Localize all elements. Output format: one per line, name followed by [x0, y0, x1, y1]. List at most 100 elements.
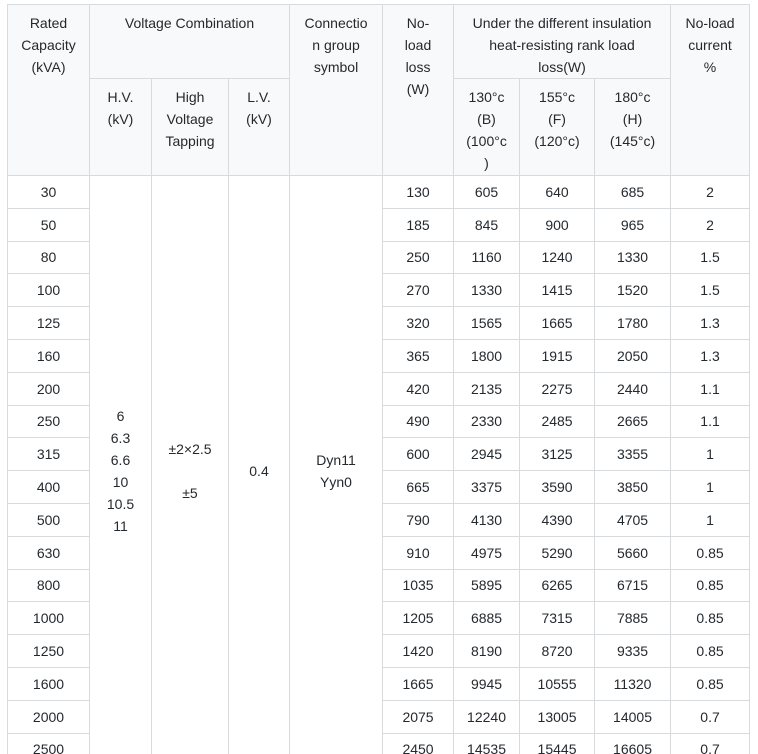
no-load-loss-cell: 790	[382, 502, 455, 537]
no-load-loss-cell: 2450	[382, 732, 455, 754]
no-load-loss-cell: 420	[382, 371, 455, 406]
table-row: 1250 1420 8190 8720 9335 0.85	[7, 634, 751, 668]
capacity-cell: 100	[7, 273, 90, 308]
header-rated-capacity: Rated Capacity (kVA)	[7, 4, 90, 176]
loss-130-cell: 1800	[453, 338, 521, 373]
header-rank-130: 130°c (B) (100°c )	[453, 78, 521, 176]
no-load-current-cell: 1	[670, 470, 751, 504]
header-no-load-current: No-load current %	[670, 4, 751, 176]
no-load-current-cell: 1	[670, 502, 751, 537]
loss-130-cell: 1565	[453, 306, 521, 340]
loss-180-cell: 6715	[594, 568, 672, 603]
loss-155-cell: 3590	[519, 470, 596, 504]
header-hv: H.V. (kV)	[89, 78, 152, 176]
no-load-current-cell: 0.7	[670, 699, 751, 734]
no-load-current-cell: 1.1	[670, 371, 751, 406]
loss-130-cell: 2330	[453, 404, 521, 439]
no-load-current-cell: 1.1	[670, 404, 751, 439]
loss-180-cell: 685	[594, 175, 672, 209]
capacity-cell: 200	[7, 371, 90, 406]
capacity-cell: 2500	[7, 732, 90, 754]
loss-155-cell: 15445	[519, 732, 596, 754]
loss-130-cell: 2135	[453, 371, 521, 406]
capacity-cell: 315	[7, 437, 90, 472]
table-header: Rated Capacity (kVA) Voltage Combination…	[7, 4, 751, 176]
capacity-cell: 1600	[7, 666, 90, 701]
no-load-loss-cell: 600	[382, 437, 455, 472]
table-row: 250 490 2330 2485 2665 1.1	[7, 404, 751, 439]
table-row: 1000 1205 6885 7315 7885 0.85	[7, 601, 751, 636]
no-load-loss-cell: 1035	[382, 568, 455, 603]
no-load-current-cell: 0.85	[670, 568, 751, 603]
loss-155-cell: 5290	[519, 535, 596, 570]
capacity-cell: 400	[7, 470, 90, 504]
no-load-loss-cell: 665	[382, 470, 455, 504]
no-load-current-cell: 1.5	[670, 273, 751, 308]
loss-180-cell: 3355	[594, 437, 672, 472]
loss-180-cell: 3850	[594, 470, 672, 504]
loss-180-cell: 9335	[594, 634, 672, 668]
loss-130-cell: 14535	[453, 732, 521, 754]
no-load-current-cell: 0.85	[670, 535, 751, 570]
loss-130-cell: 2945	[453, 437, 521, 472]
loss-155-cell: 3125	[519, 437, 596, 472]
loss-155-cell: 640	[519, 175, 596, 209]
no-load-current-cell: 1.3	[670, 306, 751, 340]
no-load-loss-cell: 365	[382, 338, 455, 373]
loss-130-cell: 5895	[453, 568, 521, 603]
capacity-cell: 30	[7, 175, 90, 209]
no-load-loss-cell: 490	[382, 404, 455, 439]
no-load-current-cell: 0.85	[670, 666, 751, 701]
loss-130-cell: 4130	[453, 502, 521, 537]
loss-155-cell: 1915	[519, 338, 596, 373]
hv-values-cell: 6 6.3 6.6 10 10.5 11	[89, 175, 152, 754]
loss-155-cell: 1415	[519, 273, 596, 308]
table-row: 800 1035 5895 6265 6715 0.85	[7, 568, 751, 603]
no-load-loss-cell: 2075	[382, 699, 455, 734]
no-load-current-cell: 1.5	[670, 240, 751, 275]
table-row: 160 365 1800 1915 2050 1.3	[7, 338, 751, 373]
capacity-cell: 160	[7, 338, 90, 373]
table-row: 2500 2450 14535 15445 16605 0.7	[7, 732, 751, 754]
table-row: 30 6 6.3 6.6 10 10.5 11 ±2×2.5 ±5 0.4 Dyn11 …	[7, 175, 751, 754]
header-row-1: Rated Capacity (kVA) Voltage Combination…	[7, 4, 751, 176]
header-lv: L.V. (kV)	[227, 78, 291, 176]
loss-130-cell: 6885	[453, 601, 521, 636]
no-load-loss-cell: 320	[382, 306, 455, 340]
capacity-cell: 50	[7, 207, 90, 242]
table-row: 100 270 1330 1415 1520 1.5	[7, 273, 751, 308]
loss-180-cell: 16605	[594, 732, 672, 754]
loss-155-cell: 8720	[519, 634, 596, 668]
no-load-loss-cell: 1205	[382, 601, 455, 636]
loss-180-cell: 2440	[594, 371, 672, 406]
capacity-cell: 2000	[7, 699, 90, 734]
header-high-voltage-tapping: High Voltage Tapping	[151, 78, 229, 176]
loss-180-cell: 2050	[594, 338, 672, 373]
loss-180-cell: 965	[594, 207, 672, 242]
capacity-cell: 1000	[7, 601, 90, 636]
loss-180-cell: 4705	[594, 502, 672, 537]
loss-130-cell: 3375	[453, 470, 521, 504]
table-row: 1600 1665 9945 10555 11320 0.85	[7, 666, 751, 701]
no-load-loss-cell: 910	[382, 535, 455, 570]
tapping-values-cell: ±2×2.5 ±5	[151, 175, 229, 754]
loss-155-cell: 2275	[519, 371, 596, 406]
capacity-cell: 800	[7, 568, 90, 603]
loss-180-cell: 2665	[594, 404, 672, 439]
no-load-current-cell: 2	[670, 207, 751, 242]
loss-180-cell: 1330	[594, 240, 672, 275]
no-load-loss-cell: 1665	[382, 666, 455, 701]
no-load-loss-cell: 185	[382, 207, 455, 242]
transformer-spec-table: Rated Capacity (kVA) Voltage Combination…	[7, 4, 751, 754]
table-row: 400 665 3375 3590 3850 1	[7, 470, 751, 504]
header-connection-group: Connectio n group symbol	[289, 4, 384, 176]
loss-155-cell: 13005	[519, 699, 596, 734]
loss-130-cell: 845	[453, 207, 521, 242]
no-load-loss-cell: 130	[382, 175, 455, 209]
loss-130-cell: 8190	[453, 634, 521, 668]
loss-155-cell: 10555	[519, 666, 596, 701]
loss-130-cell: 1160	[453, 240, 521, 275]
loss-155-cell: 4390	[519, 502, 596, 537]
connection-values-cell: Dyn11 Yyn0	[289, 175, 384, 754]
